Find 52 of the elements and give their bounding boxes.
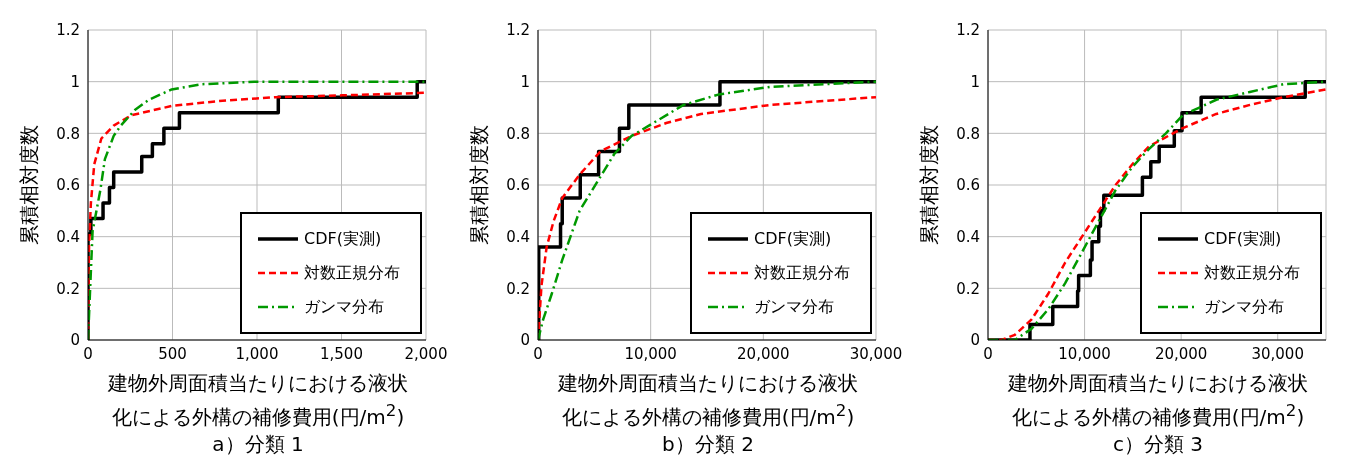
y-tick-label: 1: [520, 72, 530, 91]
y-axis-title: 累積相対度数: [17, 125, 42, 245]
x-tick-label: 0: [983, 344, 993, 363]
x-tick-label: 500: [158, 344, 187, 363]
text: a）分類 1: [212, 431, 304, 456]
y-axis-title: 累積相対度数: [467, 125, 492, 245]
y-tick-label: 0.2: [956, 279, 980, 298]
y-tick-label: 1: [70, 72, 80, 91]
x-tick-label: 30,000: [849, 344, 903, 363]
legend-label: 対数正規分布: [754, 262, 850, 284]
legend-label: 対数正規分布: [1204, 262, 1300, 284]
y-tick-label: 0.4: [506, 227, 530, 246]
y-tick-label: 1.2: [56, 21, 80, 40]
y-tick-label: 0.2: [56, 279, 80, 298]
x-tick-label: 0: [533, 344, 543, 363]
y-tick-label: 0.8: [506, 124, 530, 143]
y-tick-label: 1.2: [956, 21, 980, 40]
x-tick-label: 10,000: [624, 344, 677, 363]
x-tick-label: 1,500: [320, 344, 363, 363]
x-tick-label: 30,000: [1251, 344, 1304, 363]
y-tick-label: 0.8: [56, 124, 80, 143]
y-tick-label: 0: [970, 331, 980, 350]
y-tick-label: 1.2: [506, 21, 530, 40]
y-tick-label: 0.4: [956, 227, 980, 246]
y-tick-label: 0.6: [56, 176, 80, 195]
x-tick-label: 2,000: [404, 344, 448, 363]
y-tick-label: 0: [70, 331, 80, 350]
legend-label: ガンマ分布: [1204, 296, 1284, 318]
legend-label: ガンマ分布: [754, 296, 834, 318]
y-tick-label: 0.6: [506, 176, 530, 195]
x-axis-title: 建物外周面積当たりにおける液状化による外構の補修費用(円/m$^{2}$): [558, 371, 858, 429]
legend-label: CDF(実測): [754, 228, 832, 250]
y-tick-label: 0.6: [956, 176, 980, 195]
y-tick-label: 0.4: [56, 227, 80, 246]
x-tick-label: 1,000: [235, 344, 279, 363]
text: c）分類 3: [1112, 431, 1204, 456]
legend-label: ガンマ分布: [304, 296, 384, 318]
legend-label: 対数正規分布: [304, 262, 400, 284]
x-axis-title: 建物外周面積当たりにおける液状化による外構の補修費用(円/m$^{2}$): [108, 371, 408, 429]
x-tick-label: 0: [83, 344, 93, 363]
x-tick-label: 20,000: [1154, 344, 1208, 363]
x-tick-label: 20,000: [737, 344, 790, 363]
text: b）分類 2: [662, 431, 754, 456]
y-tick-label: 0.2: [506, 279, 530, 298]
y-tick-label: 1: [970, 72, 980, 91]
legend-label: CDF(実測): [1204, 228, 1282, 250]
x-axis-title: 建物外周面積当たりにおける液状化による外構の補修費用(円/m$^{2}$): [1008, 371, 1308, 429]
legend-label: CDF(実測): [304, 228, 382, 250]
y-tick-label: 0: [520, 331, 530, 350]
x-tick-label: 10,000: [1058, 344, 1111, 363]
y-axis-title: 累積相対度数: [917, 125, 942, 245]
y-tick-label: 0.8: [956, 124, 980, 143]
